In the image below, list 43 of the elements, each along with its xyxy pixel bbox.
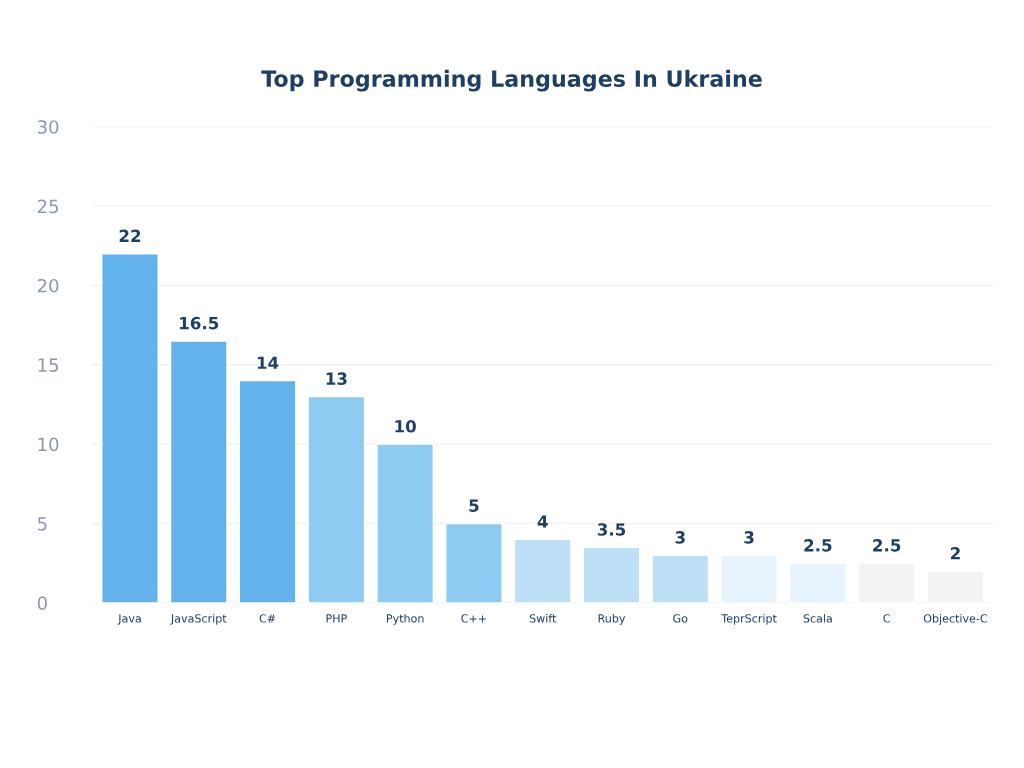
x-tick-label: C (883, 614, 890, 623)
y-tick-label: 20 (37, 278, 59, 293)
data-label: 2.5 (873, 539, 901, 552)
x-tick-label: Python (386, 613, 424, 625)
x-tick-label: Go (673, 614, 688, 623)
y-tick-label: 10 (38, 437, 59, 452)
data-label: 10 (395, 419, 416, 433)
bar (651, 554, 710, 603)
data-label: 2 (950, 546, 960, 560)
bar (169, 340, 228, 603)
data-label: 3 (744, 531, 754, 544)
y-tick-label: 25 (37, 199, 58, 214)
data-label: 13 (326, 372, 347, 385)
x-tick-label: C# (259, 614, 276, 623)
data-label: 4 (537, 515, 548, 528)
x-tick-label: TeprScript (721, 613, 777, 625)
data-label: 22 (119, 229, 141, 242)
x-tick-label: Swift (529, 613, 557, 623)
y-tick-label: 5 (38, 517, 47, 531)
y-tick-label: 30 (37, 120, 59, 134)
data-label: 14 (257, 356, 279, 369)
x-tick-label: Scala (803, 613, 832, 623)
x-tick-label: Java (117, 614, 141, 625)
x-tick-label: C++ (461, 614, 486, 623)
y-tick-label: 0 (37, 596, 47, 610)
x-tick-label: Ruby (598, 613, 626, 625)
chart-title: Top Programming Languages In Ukraine (261, 69, 762, 92)
bar (376, 443, 435, 603)
bar (582, 546, 641, 603)
bar (101, 253, 159, 603)
x-tick-label: Objective-C (923, 613, 988, 625)
data-label: 5 (469, 499, 479, 512)
bar (445, 522, 503, 603)
data-label: 3.5 (597, 523, 626, 536)
bar (238, 379, 297, 603)
data-label: 2.5 (804, 539, 832, 552)
x-tick-label: JavaScript (170, 613, 227, 625)
bar (513, 538, 572, 603)
y-tick-label: 15 (38, 358, 58, 372)
x-tick-label: PHP (326, 614, 347, 623)
bar (307, 395, 366, 603)
data-label: 16.5 (180, 316, 219, 330)
data-label: 3 (675, 531, 685, 544)
